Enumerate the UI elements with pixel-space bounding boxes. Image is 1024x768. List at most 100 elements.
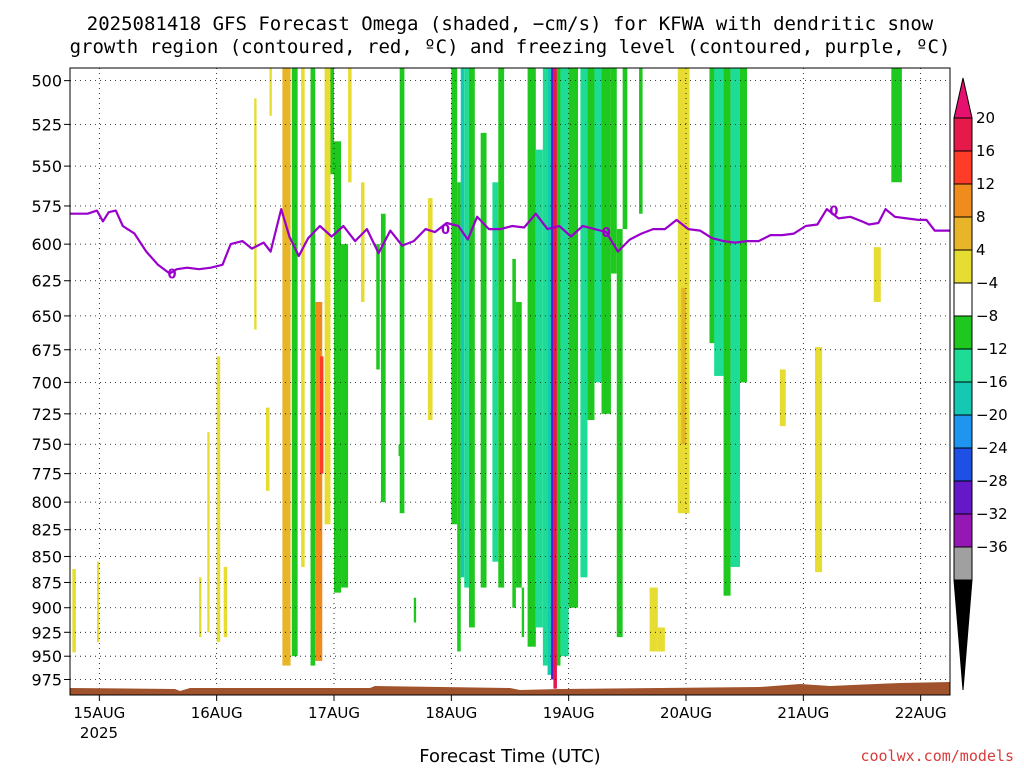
- x-tick-label-21AUG: 21AUG: [777, 704, 829, 722]
- credit-text: coolwx.com/models: [860, 747, 1014, 765]
- omega-band-9: [282, 68, 291, 666]
- y-tick-label-650: 650: [31, 307, 62, 326]
- omega-band-40: [542, 68, 548, 666]
- omega-band-16: [330, 68, 334, 175]
- y-tick-label-900: 900: [31, 599, 62, 618]
- omega-band-22: [380, 213, 386, 503]
- omega-band-2: [199, 577, 202, 638]
- colorbar-tick-2: 12: [976, 175, 995, 193]
- omega-band-67: [891, 68, 902, 183]
- y-tick-label-825: 825: [31, 521, 62, 540]
- colorbar-segment-0: [953, 117, 973, 152]
- omega-band-0: [72, 569, 76, 653]
- omega-band-37: [521, 587, 525, 638]
- plot-area: 0 0 0 0: [69, 67, 951, 696]
- omega-band-5: [223, 566, 228, 638]
- y-tick-label-700: 700: [31, 373, 62, 392]
- plot-frame: [69, 67, 951, 696]
- omega-band-14: [319, 356, 324, 474]
- omega-band-46: [568, 68, 579, 608]
- x-tick-label-16AUG: 16AUG: [191, 704, 243, 722]
- colorbar-tick-13: −36: [976, 538, 1008, 556]
- freezing-level-label-2: 0: [602, 226, 611, 241]
- omega-band-66: [873, 247, 881, 303]
- omega-band-3: [207, 432, 210, 633]
- omega-band-45: [560, 68, 569, 657]
- omega-band-12: [310, 68, 316, 666]
- omega-band-13: [315, 302, 323, 661]
- omega-band-58: [681, 287, 686, 445]
- omega-band-31: [468, 68, 475, 628]
- omega-band-47: [580, 68, 588, 578]
- omega-band-38: [527, 68, 536, 647]
- terrain-ground: [70, 682, 950, 695]
- colorbar-segment-7: [953, 348, 973, 383]
- y-tick-label-525: 525: [31, 115, 62, 134]
- omega-band-17: [334, 141, 342, 593]
- omega-band-25: [413, 597, 417, 623]
- colorbar-segment-5: [953, 282, 973, 317]
- omega-band-55: [649, 587, 658, 652]
- colorbar-tick-3: 8: [976, 208, 986, 226]
- omega-band-43: [553, 68, 557, 689]
- x-axis-year-label: 2025: [80, 724, 118, 742]
- x-tick-label-18AUG: 18AUG: [425, 704, 477, 722]
- omega-band-20: [360, 182, 365, 303]
- colorbar-tick-7: −12: [976, 340, 1008, 358]
- omega-band-21: [376, 244, 380, 370]
- y-tick-label-550: 550: [31, 157, 62, 176]
- terrain-fill: [70, 682, 950, 695]
- x-tick-label-19AUG: 19AUG: [543, 704, 595, 722]
- colorbar-segment-2: [953, 183, 973, 218]
- omega-band-33: [492, 182, 499, 562]
- grid-lines: [70, 68, 950, 695]
- omega-band-28: [457, 182, 461, 652]
- y-tick-label-725: 725: [31, 405, 62, 424]
- x-axis-time: 15AUG 16AUG 17AUG 18AUG 19AUG 20AUG 21AUG 22AUG: [73, 695, 947, 722]
- omega-band-49: [594, 68, 602, 383]
- x-tick-label-17AUG: 17AUG: [308, 704, 360, 722]
- omega-band-15: [324, 68, 331, 525]
- omega-band-65: [815, 347, 823, 573]
- omega-shading: [72, 68, 902, 689]
- colorbar-segment-13: [953, 546, 973, 581]
- omega-band-60: [714, 68, 724, 376]
- omega-band-61: [723, 68, 731, 596]
- colorbar-tick-9: −20: [976, 406, 1008, 424]
- omega-band-56: [657, 627, 665, 652]
- omega-band-62: [730, 68, 740, 567]
- y-tick-label-500: 500: [31, 72, 62, 91]
- colorbar-segment-9: [953, 414, 973, 449]
- omega-band-4: [216, 356, 221, 642]
- omega-band-50: [601, 68, 611, 414]
- colorbar-segment-3: [953, 216, 973, 251]
- omega-band-19: [348, 68, 352, 183]
- y-tick-label-600: 600: [31, 235, 62, 254]
- y-tick-label-625: 625: [31, 272, 62, 291]
- x-tick-label-20AUG: 20AUG: [660, 704, 712, 722]
- colorbar-tick-8: −16: [976, 373, 1008, 391]
- omega-band-1: [96, 561, 100, 642]
- omega-band-11: [301, 68, 305, 567]
- omega-band-52: [616, 229, 623, 638]
- colorbar-segment-8: [953, 381, 973, 416]
- omega-band-26: [427, 198, 433, 420]
- colorbar-tick-4: 4: [976, 241, 986, 259]
- chart-title-line2: growth region (contoured, red, ºC) and f…: [70, 36, 951, 58]
- omega-band-27: [451, 68, 458, 525]
- omega-band-7: [265, 407, 270, 491]
- omega-band-29: [460, 68, 465, 578]
- freezing-level-label-1: 0: [441, 223, 450, 238]
- y-tick-label-575: 575: [31, 197, 62, 216]
- y-tick-label-800: 800: [31, 493, 62, 512]
- colorbar-segment-4: [953, 249, 973, 284]
- y-tick-label-775: 775: [31, 465, 62, 484]
- freezing-level-label-3: 0: [829, 205, 838, 220]
- omega-band-35: [512, 258, 516, 608]
- colorbar-tick-1: 16: [976, 142, 995, 160]
- colorbar-segment-10: [953, 447, 973, 482]
- y-tick-label-925: 925: [31, 623, 62, 642]
- omega-band-6: [254, 98, 257, 330]
- colorbar-tick-0: 20: [976, 109, 995, 127]
- y-tick-label-750: 750: [31, 435, 62, 454]
